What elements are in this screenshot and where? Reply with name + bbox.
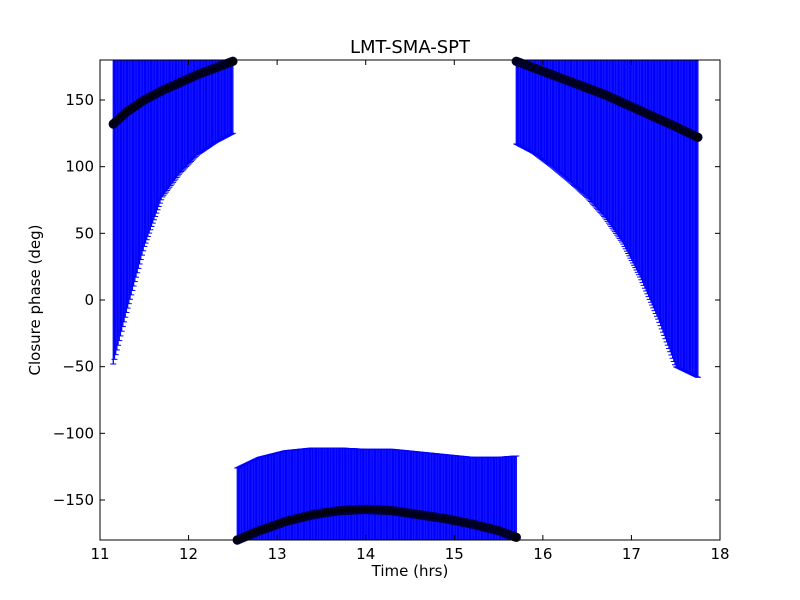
x-tick-label: 11 bbox=[90, 545, 109, 563]
x-tick-label: 17 bbox=[622, 545, 641, 563]
x-axis-label: Time (hrs) bbox=[371, 562, 449, 580]
y-axis-label: Closure phase (deg) bbox=[26, 225, 44, 376]
x-tick-label: 18 bbox=[710, 545, 729, 563]
errorbar-layer bbox=[110, 60, 701, 540]
x-tick-label: 14 bbox=[356, 545, 375, 563]
data-point bbox=[228, 56, 238, 67]
x-tick-label: 13 bbox=[268, 545, 287, 563]
y-tick-label: −50 bbox=[62, 358, 94, 376]
x-tick-label: 16 bbox=[533, 545, 552, 563]
data-point bbox=[693, 132, 703, 143]
y-tick-label: 100 bbox=[65, 158, 94, 176]
tick-layer: 11 12 13 14 15 16 17 18 −150 −100 −50 0 50 100 150 bbox=[53, 60, 730, 563]
point-layer bbox=[108, 56, 703, 545]
y-tick-label: 150 bbox=[65, 91, 94, 109]
data-point-group-2 bbox=[232, 504, 521, 545]
errorbar-group-2 bbox=[234, 447, 520, 540]
x-tick-label: 15 bbox=[445, 545, 464, 563]
chart-title: LMT-SMA-SPT bbox=[350, 37, 471, 58]
y-tick-label: 0 bbox=[84, 291, 94, 309]
y-tick-label: 50 bbox=[75, 224, 94, 242]
data-point-group-3 bbox=[511, 56, 703, 143]
x-tick-label: 12 bbox=[179, 545, 198, 563]
y-tick-label: −100 bbox=[53, 424, 94, 442]
data-point-group-1 bbox=[108, 56, 238, 129]
data-point bbox=[511, 532, 521, 543]
y-tick-label: −150 bbox=[53, 491, 94, 509]
errorbar-group-1 bbox=[110, 60, 236, 365]
